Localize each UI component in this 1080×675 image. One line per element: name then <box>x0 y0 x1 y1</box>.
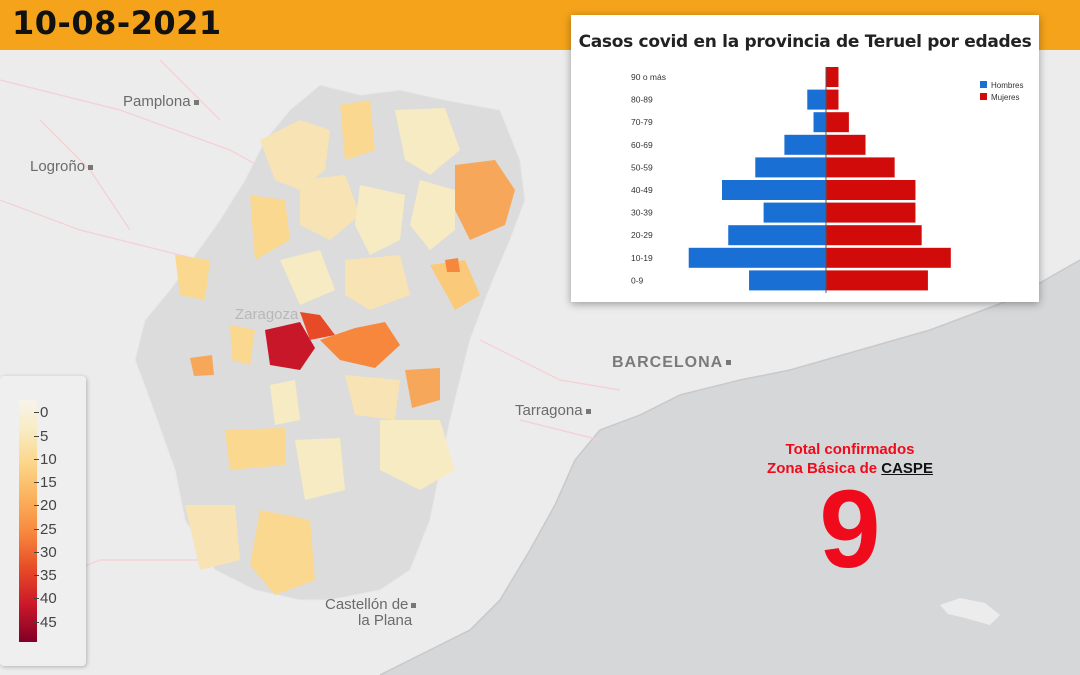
age-category-label: 10-19 <box>631 253 653 263</box>
coastline <box>379 259 1080 675</box>
bar-hombres <box>784 134 826 155</box>
district <box>455 160 515 240</box>
legend-tick: 45 <box>34 614 57 631</box>
legend-tick: 30 <box>34 544 57 561</box>
district <box>405 368 440 408</box>
chart-title: Casos covid en la provincia de Teruel po… <box>578 32 1032 52</box>
district <box>340 100 375 160</box>
district <box>250 510 315 595</box>
district <box>380 420 455 490</box>
district <box>265 322 315 370</box>
district <box>345 255 410 310</box>
bar-hombres <box>749 270 826 291</box>
bar-mujeres <box>826 112 849 133</box>
bar-mujeres <box>826 247 951 268</box>
color-legend: 0 5 10 15 20 25 30 35 40 45 <box>0 376 86 666</box>
legend-tick: 25 <box>34 521 57 538</box>
age-category-label: 90 o más <box>631 72 666 82</box>
district <box>295 438 345 500</box>
age-category-label: 80-89 <box>631 95 653 105</box>
road-lines <box>0 59 621 601</box>
legend-tick: 40 <box>34 590 57 607</box>
city-label-pamplona: Pamplona <box>123 93 199 110</box>
district <box>280 250 335 305</box>
legend-tick: 10 <box>34 451 57 468</box>
age-category-label: 40-49 <box>631 185 653 195</box>
district <box>250 195 290 260</box>
district <box>395 108 460 175</box>
zona-line: Zona Básica de CASPE <box>740 459 960 478</box>
bar-hombres <box>688 247 826 268</box>
city-label-barcelona: BARCELONA <box>612 354 732 372</box>
bar-mujeres <box>826 134 866 155</box>
bar-hombres <box>722 180 826 200</box>
city-label-la-plana: la Plana <box>358 612 413 629</box>
bar-mujeres <box>826 202 916 223</box>
age-category-label: 30-39 <box>631 208 653 218</box>
bar-mujeres <box>826 180 916 200</box>
district <box>320 322 400 368</box>
legend-tick: 5 <box>33 428 49 445</box>
city-label-castellon: Castellón de <box>325 596 417 613</box>
district <box>230 325 255 365</box>
bar-mujeres <box>826 89 839 110</box>
district <box>190 355 214 376</box>
total-confirmed-label: Total confirmados Zona Básica de CASPE <box>740 440 960 478</box>
district <box>225 428 285 470</box>
chart-legend-swatch <box>980 81 987 88</box>
bar-hombres <box>755 157 826 178</box>
island <box>940 598 1000 625</box>
district <box>260 120 330 190</box>
legend-color-scale <box>19 400 37 642</box>
zona-prefix: Zona Básica de <box>767 460 882 477</box>
age-category-label: 70-79 <box>631 117 653 127</box>
district <box>300 175 360 240</box>
legend-tick: 0 <box>33 404 49 421</box>
bar-mujeres <box>826 157 895 178</box>
city-label-tarragona: Tarragona <box>515 402 591 419</box>
chart-legend-swatch <box>980 93 987 100</box>
bar-mujeres <box>826 270 928 291</box>
city-label-logrono: Logroño <box>30 158 94 175</box>
age-pyramid-chart: 90 o más 80-89 70-79 60-69 50-59 40-49 30-39 20… <box>631 67 1023 293</box>
zona-name: CASPE <box>881 460 933 477</box>
bar-hombres <box>728 225 826 246</box>
legend-tick: 20 <box>34 497 57 514</box>
legend-tick: 35 <box>34 567 57 584</box>
age-category-label: 60-69 <box>631 140 653 150</box>
district <box>270 380 300 425</box>
district <box>355 185 405 255</box>
age-category-label: 20-29 <box>631 230 653 240</box>
bar-hombres <box>813 112 826 133</box>
bar-hombres <box>807 89 826 110</box>
district <box>345 375 400 420</box>
legend-tick: 15 <box>34 474 57 491</box>
city-label-zaragoza: Zaragoza <box>235 306 299 323</box>
chart-legend-label: Mujeres <box>991 93 1019 102</box>
bar-mujeres <box>826 67 839 87</box>
district <box>300 312 335 340</box>
district <box>410 180 455 250</box>
chart-legend-label: Hombres <box>991 81 1023 90</box>
bar-mujeres <box>826 225 922 246</box>
total-confirmed-value: 9 <box>819 468 881 591</box>
bar-hombres <box>763 202 826 223</box>
date-title: 10-08-2021 <box>12 4 222 42</box>
age-pyramid-card: Casos covid en la provincia de Teruel po… <box>571 15 1039 302</box>
total-confirmed-title: Total confirmados <box>785 441 915 458</box>
district <box>430 260 480 310</box>
age-category-label: 0-9 <box>631 275 644 285</box>
district <box>185 505 240 570</box>
age-category-label: 50-59 <box>631 162 653 172</box>
district <box>175 255 210 300</box>
district <box>445 258 460 272</box>
